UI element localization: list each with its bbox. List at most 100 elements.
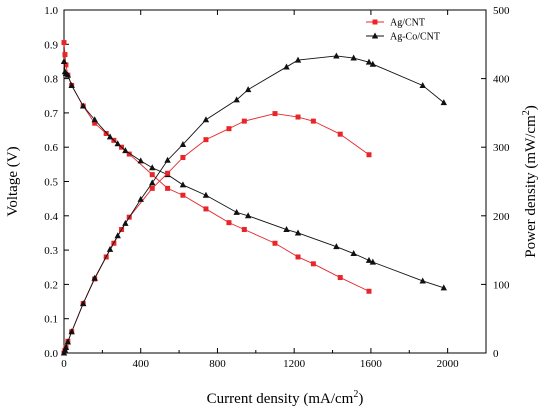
y-tick-label: 0.5 xyxy=(44,177,58,189)
x-tick-label: 1600 xyxy=(360,358,383,370)
data-point-square xyxy=(295,114,301,120)
data-point-square xyxy=(310,118,316,124)
data-point-triangle xyxy=(106,245,114,252)
x-tick-label: 2000 xyxy=(437,358,460,370)
y2-axis-title-main: Power density (mW/cm xyxy=(523,115,539,258)
series-layer xyxy=(60,40,447,356)
data-point-triangle xyxy=(137,157,144,164)
x-axis-title: Current density (mA/cm2) xyxy=(207,389,364,407)
y2-axis-ticks: 0 100 200 300 400 500 xyxy=(481,5,510,360)
data-point-triangle xyxy=(64,338,72,345)
data-point-triangle xyxy=(369,60,377,67)
plot-border xyxy=(63,9,487,354)
plot-frame xyxy=(63,9,487,354)
data-point-square xyxy=(366,288,372,294)
series-line xyxy=(63,113,370,354)
data-point-triangle xyxy=(233,96,240,103)
y2-tick-label: 300 xyxy=(493,142,510,154)
x-tick-label: 800 xyxy=(209,358,226,370)
data-point-square xyxy=(226,126,232,132)
legend: Ag/CNT Ag-Co/CNT xyxy=(366,18,440,43)
y-tick-label: 0.0 xyxy=(44,348,58,360)
data-point-triangle xyxy=(91,274,98,281)
y2-axis-title-sup: 2 xyxy=(521,110,532,115)
data-point-triangle xyxy=(62,344,70,351)
data-point-triangle xyxy=(350,250,357,257)
legend-item: Ag-Co/CNT xyxy=(366,32,440,43)
data-point-triangle xyxy=(283,63,290,70)
y-tick-label: 1.0 xyxy=(44,5,58,17)
data-point-square xyxy=(295,254,301,260)
series-power-2 xyxy=(61,111,372,356)
data-point-triangle xyxy=(179,181,187,188)
y2-tick-label: 100 xyxy=(493,279,510,291)
x-axis-ticks: 0 400 800 1200 1600 2000 xyxy=(61,10,459,370)
data-point-triangle xyxy=(64,71,72,78)
data-point-square xyxy=(149,172,155,178)
data-point-triangle xyxy=(79,300,87,307)
series-line xyxy=(63,55,445,354)
y2-tick-label: 500 xyxy=(493,5,510,17)
data-point-triangle xyxy=(114,140,121,147)
data-point-square xyxy=(203,137,209,143)
data-point-triangle xyxy=(114,232,121,239)
data-point-triangle xyxy=(419,81,426,88)
y-tick-label: 0.8 xyxy=(44,74,58,86)
y2-axis-title: Power density (mW/cm2) xyxy=(521,105,539,257)
legend-label: Ag/CNT xyxy=(390,18,425,29)
y-tick-label: 0.6 xyxy=(44,142,58,154)
data-point-square xyxy=(241,227,247,233)
data-point-triangle xyxy=(149,164,156,171)
data-point-triangle xyxy=(244,212,252,219)
x-axis-title-sup: 2 xyxy=(353,389,358,400)
data-point-square xyxy=(61,40,67,46)
data-point-triangle xyxy=(365,58,373,65)
data-point-square xyxy=(165,170,171,176)
data-point-square xyxy=(126,151,132,157)
data-point-square xyxy=(203,206,209,212)
data-point-triangle xyxy=(440,99,447,106)
data-point-triangle xyxy=(60,57,68,64)
data-point-square xyxy=(226,220,232,226)
data-point-triangle xyxy=(283,226,290,233)
data-point-triangle xyxy=(122,219,129,226)
data-point-square xyxy=(165,185,171,191)
series-polarization-1 xyxy=(60,57,447,291)
data-point-triangle xyxy=(149,179,156,186)
y2-tick-label: 200 xyxy=(493,211,510,223)
y2-axis-title-suffix: ) xyxy=(523,105,539,110)
data-point-triangle xyxy=(202,191,210,198)
data-point-square xyxy=(366,152,372,158)
data-point-square xyxy=(180,154,186,160)
data-point-triangle xyxy=(419,277,426,284)
data-point-triangle xyxy=(122,147,129,154)
data-point-triangle xyxy=(244,86,252,93)
legend-label: Ag-Co/CNT xyxy=(390,32,440,43)
y-tick-label: 0.3 xyxy=(44,245,58,257)
y-tick-label: 0.4 xyxy=(44,211,58,223)
y-tick-label: 0.1 xyxy=(44,314,58,326)
data-point-triangle xyxy=(440,284,447,291)
data-point-square xyxy=(272,111,278,117)
data-point-triangle xyxy=(333,52,340,59)
x-axis-title-suffix: ) xyxy=(358,391,363,407)
x-tick-label: 400 xyxy=(132,358,149,370)
data-point-square xyxy=(310,261,316,267)
y-axis-title: Voltage (V) xyxy=(5,146,21,216)
data-point-square xyxy=(372,19,378,25)
data-point-triangle xyxy=(106,133,114,140)
data-point-triangle xyxy=(294,229,302,236)
series-power-3 xyxy=(60,52,447,356)
data-point-triangle xyxy=(137,195,144,202)
data-point-square xyxy=(149,185,155,191)
data-point-triangle xyxy=(179,140,187,147)
data-point-square xyxy=(62,52,68,58)
y-tick-label: 0.7 xyxy=(44,108,58,120)
series-line xyxy=(63,42,370,292)
data-point-triangle xyxy=(79,102,87,109)
series-line xyxy=(63,61,444,289)
data-point-triangle xyxy=(371,32,379,39)
data-point-square xyxy=(63,62,69,68)
data-point-triangle xyxy=(233,208,240,215)
